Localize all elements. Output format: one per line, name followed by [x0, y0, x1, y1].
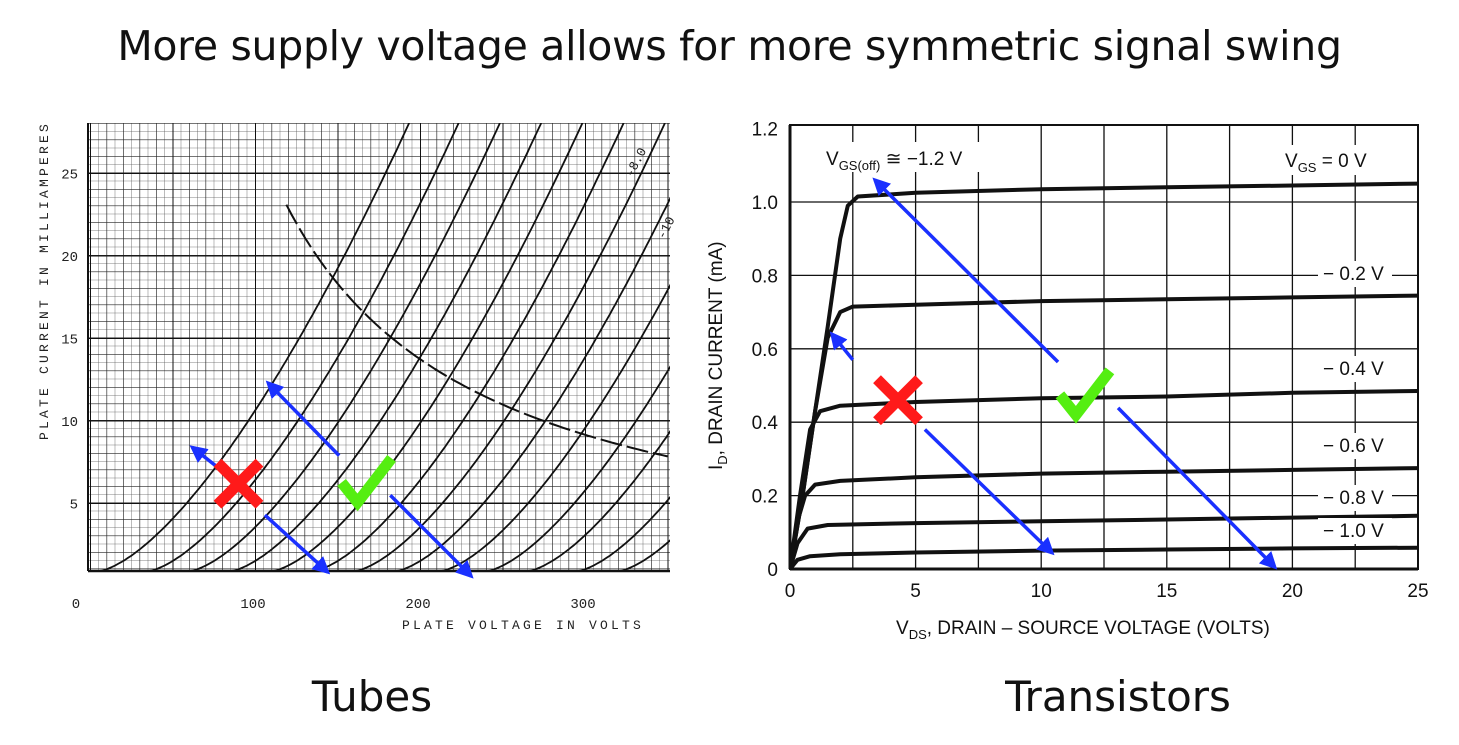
- tube-x-axis-label: PLATE VOLTAGE IN VOLTS: [402, 618, 644, 633]
- vgs-off-label: VGS(off) ≅ −1.2 V: [826, 149, 963, 173]
- tube-curves: [98, 123, 670, 571]
- green-check-icon: [1055, 367, 1115, 424]
- tube-annotations: [189, 380, 474, 579]
- tubes-caption: Tubes: [311, 672, 433, 721]
- series-label: − 0.2 V: [1323, 264, 1384, 285]
- arrow: [1116, 406, 1278, 570]
- tube-curve-6: [353, 123, 666, 571]
- fet-y-tick-label: 0: [767, 560, 778, 581]
- tube-curve-5: [312, 123, 625, 571]
- fet-y-tick-label: 0.6: [752, 340, 778, 361]
- arrow: [923, 428, 1055, 556]
- tube-y-tick-label: 25: [61, 168, 78, 184]
- series-label: − 0.8 V: [1323, 488, 1384, 509]
- tube-curve-10: [527, 430, 670, 571]
- tube-curve-2: [188, 123, 501, 571]
- max-dissipation-dashed-line: [285, 204, 668, 458]
- fet-y-tick-label: 1.0: [752, 193, 778, 214]
- fet-series-1: [790, 293, 1418, 569]
- fet-x-axis-label: VDS, DRAIN – SOURCE VOLTAGE (VOLTS): [896, 618, 1270, 642]
- tube-curve-9: [485, 365, 670, 571]
- tube-x-tick-label: 200: [405, 597, 430, 613]
- tube-x-tick-label: 0: [72, 597, 80, 613]
- series-label-vgs-0: VGS = 0 V: [1285, 151, 1367, 175]
- fet-x-tick-label: 0: [785, 581, 796, 602]
- fet-series-2: [790, 389, 1418, 569]
- tube-tick-labels: 0 100 200 300 5 10 15 20 25: [61, 168, 595, 614]
- fet-series-3: [790, 466, 1418, 569]
- fet-y-tick-label: 1.2: [752, 120, 778, 141]
- arrow: [189, 445, 217, 467]
- tube-curve-12: [617, 539, 670, 571]
- fet-x-tick-label: 5: [910, 581, 921, 602]
- arrow: [263, 513, 331, 575]
- series-label: − 1.0 V: [1323, 521, 1384, 542]
- green-check-icon: [337, 455, 396, 512]
- fet-x-tick-label: 15: [1156, 581, 1177, 602]
- fet-curves: [790, 181, 1418, 569]
- fet-series-4: [790, 513, 1418, 569]
- arrow: [829, 331, 855, 361]
- red-cross-icon: [213, 458, 264, 509]
- fet-x-tick-label: 20: [1282, 581, 1303, 602]
- tube-y-tick-label: 15: [61, 333, 78, 349]
- tube-curve-7: [395, 196, 670, 571]
- fet-y-tick-label: 0.4: [752, 413, 779, 434]
- slide-title: More supply voltage allows for more symm…: [117, 22, 1342, 70]
- tube-curve-8: [439, 283, 670, 571]
- fet-x-tick-label: 25: [1407, 581, 1428, 602]
- fet-y-tick-label: 0.8: [752, 266, 778, 287]
- transistors-caption: Transistors: [1005, 672, 1231, 721]
- series-label: − 0.6 V: [1323, 436, 1384, 457]
- tube-curve-4: [271, 123, 584, 571]
- arrow: [872, 177, 1060, 364]
- tube-curve-1: [147, 123, 460, 571]
- red-cross-icon: [873, 375, 923, 426]
- fet-y-axis-label: ID, DRAIN CURRENT (mA): [706, 241, 730, 470]
- fet-annotations: [829, 177, 1278, 570]
- tube-curve-0: [98, 123, 411, 571]
- tube-curve-3: [230, 123, 543, 571]
- fet-y-tick-label: 0.2: [752, 487, 778, 508]
- tube-x-tick-label: 100: [240, 597, 265, 613]
- fet-series-5: [790, 545, 1418, 569]
- tube-y-tick-label: 20: [61, 250, 78, 266]
- fet-tick-labels: 0 5 10 15 20 25 0 0.2 0.4 0.6 0.8 1.0 1.2: [752, 120, 1429, 602]
- tube-chart: 0 100 200 300 5 10 15 20 25 PLATE CURRENT IN MIL…: [37, 121, 679, 633]
- arrow: [265, 380, 341, 457]
- arrow: [389, 494, 474, 579]
- fet-x-tick-label: 10: [1031, 581, 1052, 602]
- fet-labels: VGS(off) ≅ −1.2 V VGS = 0 V − 0.2 V − 0.4…: [706, 142, 1392, 642]
- tube-y-tick-label: 10: [61, 415, 78, 431]
- tube-curve-11: [576, 496, 670, 571]
- tube-x-tick-label: 300: [570, 597, 595, 613]
- transistor-chart: 0 5 10 15 20 25 0 0.2 0.4 0.6 0.8 1.0 1.2 VGS(off) ≅…: [706, 120, 1429, 642]
- tube-y-tick-label: 5: [70, 498, 78, 514]
- tube-y-axis-label: PLATE CURRENT IN MILLIAMPERES: [37, 121, 52, 440]
- series-label: − 0.4 V: [1323, 359, 1384, 380]
- tube-grid: [87, 123, 670, 573]
